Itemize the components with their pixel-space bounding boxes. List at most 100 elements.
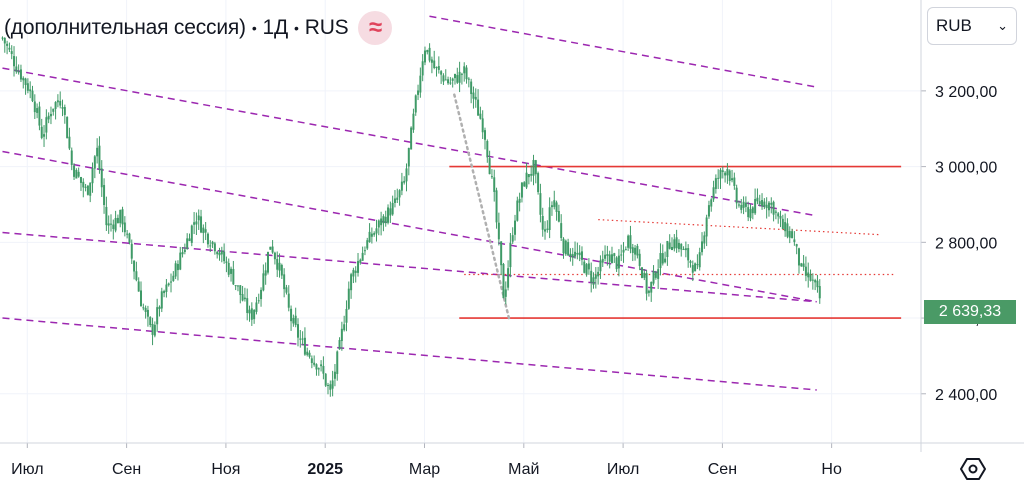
candle-body: [75, 169, 78, 179]
candle-body: [100, 168, 103, 188]
x-tick-label: 2025: [307, 461, 343, 478]
candle-body: [382, 216, 385, 224]
candle-body: [493, 177, 496, 192]
candle-body: [585, 264, 588, 275]
candle-body: [650, 281, 653, 293]
candle-body: [347, 288, 350, 309]
x-tick-label: Сен: [708, 461, 737, 478]
candle-body: [714, 178, 717, 189]
currency-selector[interactable]: RUB ⌄: [927, 7, 1017, 45]
candle-body: [518, 198, 521, 203]
candle-body: [165, 284, 168, 292]
candle-body: [144, 307, 147, 312]
candle-body: [742, 201, 745, 208]
timeframe-label[interactable]: 1Д: [262, 16, 289, 39]
candle-body: [232, 268, 235, 285]
candle-body: [329, 384, 332, 390]
candle-body: [613, 253, 616, 257]
candle-body: [627, 235, 630, 248]
candle-body: [604, 254, 607, 259]
candle-body: [368, 231, 371, 243]
candle-body: [770, 202, 773, 205]
candle-body: [707, 205, 710, 217]
candle-body: [287, 293, 290, 308]
candle-body: [576, 253, 579, 255]
candle-body: [781, 218, 784, 230]
settings-hexagon-icon[interactable]: [960, 456, 986, 482]
current-price-label: 2 639,33: [924, 300, 1016, 324]
candle-body: [647, 290, 650, 293]
candle-body: [156, 307, 159, 325]
candle-body: [70, 150, 73, 165]
candle-body: [460, 73, 463, 75]
candle-body: [516, 200, 519, 221]
candle-body: [470, 81, 473, 95]
candle-body: [306, 351, 309, 355]
candle-body: [705, 217, 708, 237]
candle-body: [98, 145, 101, 170]
candle-body: [52, 108, 55, 112]
candle-body: [105, 206, 108, 226]
candle-body: [380, 218, 383, 226]
candle-body: [269, 246, 272, 250]
candle-body: [546, 228, 549, 230]
candle-body: [809, 273, 812, 281]
candle-body: [784, 222, 787, 232]
channel-line: [2, 231, 817, 303]
candle-body: [119, 209, 122, 224]
candle-body: [82, 181, 85, 188]
candle-body: [673, 239, 676, 249]
separator-dot: •: [251, 20, 257, 36]
candle-body: [661, 253, 664, 264]
candle-body: [310, 358, 313, 363]
candle-body: [456, 75, 459, 83]
separator-dot: •: [294, 20, 299, 36]
candle-body: [396, 197, 399, 200]
candle-body: [1, 37, 4, 39]
candle-body: [195, 221, 198, 225]
candle-body: [128, 233, 131, 243]
candle-body: [398, 190, 401, 198]
candle-body: [317, 368, 320, 370]
candle-body: [767, 202, 770, 211]
candle-body: [703, 235, 706, 244]
candle-body: [366, 240, 369, 249]
candle-body: [786, 223, 789, 237]
candle-body: [86, 185, 89, 195]
candle-body: [91, 168, 94, 184]
candle-body: [333, 371, 336, 379]
candle-body: [13, 56, 16, 67]
candle-body: [735, 187, 738, 204]
candle-body: [36, 108, 39, 113]
candle-body: [190, 225, 193, 243]
candle-body: [474, 96, 477, 100]
channel-line: [2, 150, 817, 303]
candle-body: [527, 174, 530, 178]
candle-body: [114, 218, 117, 231]
candle-body: [534, 160, 537, 175]
candle-body: [548, 207, 551, 231]
candle-body: [176, 263, 179, 271]
candle-body: [772, 201, 775, 215]
candle-body: [737, 204, 740, 206]
candle-body: [324, 373, 327, 386]
candle-body: [433, 60, 436, 68]
candle-body: [10, 51, 13, 55]
candle-body: [580, 251, 583, 260]
candle-body: [253, 310, 256, 320]
candle-body: [271, 246, 274, 253]
approx-badge-icon[interactable]: ≈: [358, 11, 393, 45]
candle-body: [610, 254, 613, 264]
candle-body: [308, 352, 311, 357]
candle-body: [811, 279, 814, 281]
candle-body: [677, 242, 680, 250]
candle-body: [29, 89, 32, 92]
candle-body: [818, 286, 821, 299]
candle-body: [574, 251, 577, 257]
candle-body: [622, 249, 625, 253]
candle-body: [567, 242, 570, 256]
candle-body: [421, 61, 424, 76]
candle-body: [239, 285, 242, 296]
candle-body: [597, 271, 600, 277]
